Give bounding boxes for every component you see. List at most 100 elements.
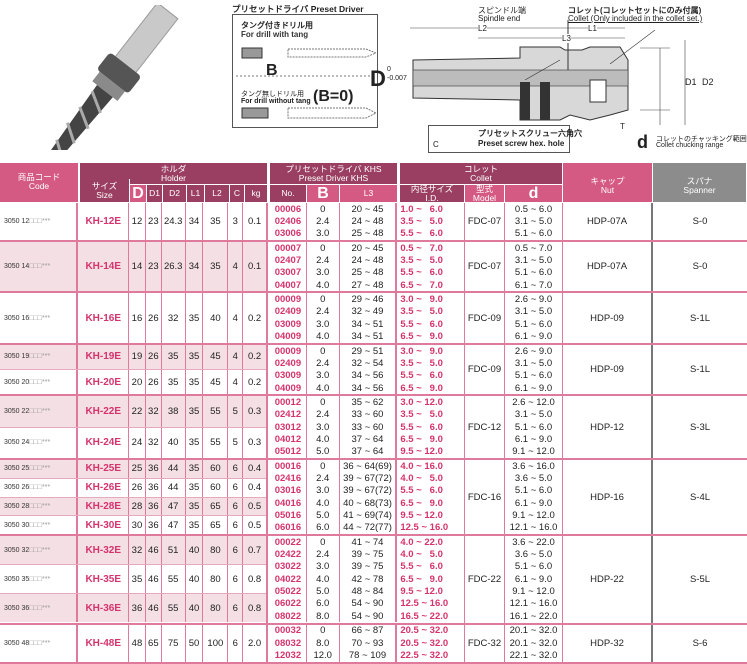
- driver-row[interactable]: 03006 3.0 25 ~ 48 5.5 ~ 6.0: [270, 227, 464, 241]
- holder-size: KH-24E: [78, 427, 130, 458]
- table-row[interactable]: 3050 28 □□□*** KH-28E 28 36 47 35 65 6 0.5: [0, 497, 266, 517]
- driver-b: 8.0: [307, 636, 340, 650]
- holder-l1: 40: [186, 565, 204, 594]
- driver-row[interactable]: 00032 0 66 ~ 87 20.5 ~ 32.0: [270, 624, 464, 637]
- collet-id: 12.5 ~ 16.0: [400, 598, 449, 610]
- driver-row[interactable]: 08032 8.0 70 ~ 93 20.5 ~ 32.0: [270, 636, 464, 650]
- driver-row[interactable]: 00009 0 29 ~ 51 3.0 ~ 9.0: [270, 344, 464, 358]
- table-row[interactable]: 3050 26 □□□*** KH-26E 26 36 44 35 60 6 0.4: [0, 478, 266, 498]
- driver-row[interactable]: 02407 2.4 24 ~ 48 3.5 ~ 5.0: [270, 254, 464, 267]
- table-row[interactable]: 3050 12 □□□*** KH-12E 12 23 24.3 34 35 3 0.1: [0, 203, 266, 241]
- holder-l1: 35: [186, 478, 204, 497]
- table-row[interactable]: 3050 25 □□□*** KH-25E 25 36 44 35 60 6 0.4: [0, 459, 266, 479]
- table-row[interactable]: 3050 16 □□□*** KH-16E 16 26 32 35 40 4 0.2: [0, 293, 266, 343]
- driver-l3: 29 ~ 46: [340, 293, 398, 306]
- holder-d2: 44: [162, 478, 186, 497]
- driver-row[interactable]: 04022 4.0 42 ~ 78 6.5 ~ 9.0: [270, 573, 464, 586]
- header-d1: D1: [147, 185, 163, 203]
- table-row[interactable]: 3050 20 □□□*** KH-20E 20 26 35 35 45 4 0.2: [0, 370, 266, 395]
- code-suffix: □□□***: [29, 378, 51, 386]
- collet-d: 0.5 ~ 6.0: [514, 203, 553, 215]
- spanner-model: S-1L: [689, 312, 711, 324]
- driver-row[interactable]: 03009 3.0 34 ~ 56 5.5 ~ 6.0: [270, 369, 464, 382]
- table-row[interactable]: 3050 36 □□□*** KH-36E 36 46 55 40 80 6 0.8: [0, 594, 266, 623]
- collet-d: 3.6 ~ 22.0: [512, 536, 555, 548]
- collet-model: FDC-09: [465, 293, 505, 343]
- driver-row[interactable]: 08022 8.0 54 ~ 90 16.5 ~ 22.0: [270, 610, 464, 623]
- driver-row[interactable]: 02406 2.4 24 ~ 48 3.5 ~ 5.0: [270, 215, 464, 228]
- driver-row[interactable]: 00009 0 29 ~ 46 3.0 ~ 9.0: [270, 293, 464, 306]
- driver-block: 00007 0 20 ~ 45 0.5 ~ 7.0 02407 2.4 24 ~ 48 3.5…: [270, 242, 465, 292]
- driver-row[interactable]: 02409 2.4 32 ~ 49 3.5 ~ 5.0: [270, 305, 464, 319]
- driver-b: 0: [307, 536, 340, 549]
- driver-b: 4.0: [307, 433, 340, 446]
- holder-l2: 65: [203, 516, 229, 535]
- driver-row[interactable]: 03012 3.0 33 ~ 60 5.5 ~ 6.0: [270, 420, 464, 434]
- driver-l3: 33 ~ 60: [340, 420, 398, 434]
- driver-row[interactable]: 05022 5.0 48 ~ 84 9.5 ~ 12.0: [270, 585, 464, 598]
- code-number: 3050 20: [4, 378, 30, 386]
- driver-b: 4.0: [307, 330, 340, 343]
- holder-size: KH-14E: [78, 242, 130, 292]
- holder-kg: 0.2: [247, 351, 262, 363]
- driver-row[interactable]: 03007 3.0 25 ~ 48 5.5 ~ 6.0: [270, 266, 464, 280]
- header-spanner: スパナ Spanner: [653, 163, 747, 203]
- collet-id: 3.0 ~ 9.0: [400, 345, 443, 357]
- driver-row[interactable]: 00007 0 20 ~ 45 0.5 ~ 7.0: [270, 242, 464, 255]
- header-l3: L3: [340, 185, 398, 203]
- holder-d1: 26: [146, 293, 162, 343]
- spanner-model: S-5L: [689, 573, 711, 585]
- driver-row[interactable]: 00012 0 35 ~ 62 3.0 ~ 12.0: [270, 396, 464, 409]
- holder-c: 6: [228, 565, 244, 594]
- table-row[interactable]: 3050 22 □□□*** KH-22E 22 32 38 35 55 5 0.3: [0, 396, 266, 428]
- driver-row[interactable]: 12032 12.0 78 ~ 109 22.5 ~ 32.0: [270, 649, 464, 662]
- table-row[interactable]: 3050 14 □□□*** KH-14E 14 23 26.3 34 35 4 0.1: [0, 242, 266, 292]
- notang-en-label: For drill without tang: [241, 98, 311, 105]
- driver-row[interactable]: 03016 3.0 39 ~ 67(72) 5.5 ~ 6.0: [270, 484, 464, 497]
- driver-l3: 40 ~ 68(73): [340, 497, 398, 510]
- driver-b: 3.0: [307, 369, 340, 382]
- spanner-model: S-0: [692, 261, 708, 273]
- driver-row[interactable]: 00016 0 36 ~ 64(69) 4.0 ~ 16.0: [270, 459, 464, 473]
- table-row[interactable]: 3050 30 □□□*** KH-30E 30 36 47 35 65 6 0.5: [0, 516, 266, 535]
- collet-d: 16.1 ~ 22.0: [509, 610, 558, 622]
- driver-l3: 36 ~ 64(69): [340, 459, 398, 473]
- table-row[interactable]: 3050 19 □□□*** KH-19E 19 26 35 35 45 4 0.2: [0, 344, 266, 371]
- code-number: 3050 12: [4, 218, 30, 226]
- driver-row[interactable]: 03022 3.0 39 ~ 75 5.5 ~ 6.0: [270, 560, 464, 574]
- table-row[interactable]: 3050 32 □□□*** KH-32E 32 46 51 40 80 6 0.7: [0, 536, 266, 566]
- driver-row[interactable]: 04009 4.0 34 ~ 51 6.5 ~ 9.0: [270, 330, 464, 343]
- collet-d-column: 0.5 ~ 7.0 3.1 ~ 5.0 5.1 ~ 6.0 6.1 ~ 7.0: [505, 242, 563, 292]
- driver-no: 04012: [270, 433, 307, 446]
- driver-row[interactable]: 05012 5.0 37 ~ 64 9.5 ~ 12.0: [270, 445, 464, 458]
- driver-row[interactable]: 02416 2.4 39 ~ 67(72) 4.0 ~ 5.0: [270, 472, 464, 485]
- table-row[interactable]: 3050 24 □□□*** KH-24E 24 32 40 35 55 5 0.3: [0, 427, 266, 458]
- driver-row[interactable]: 04007 4.0 27 ~ 48 6.5 ~ 7.0: [270, 279, 464, 292]
- notang-jp-label: タング無しドリル用: [241, 91, 304, 98]
- driver-row[interactable]: 05016 5.0 41 ~ 69(74) 9.5 ~ 12.0: [270, 509, 464, 522]
- driver-row[interactable]: 02412 2.4 33 ~ 60 3.5 ~ 5.0: [270, 408, 464, 421]
- holder-c: 6: [228, 497, 244, 516]
- table-row[interactable]: 3050 35 □□□*** KH-35E 35 46 55 40 80 6 0.8: [0, 565, 266, 595]
- driver-row[interactable]: 04012 4.0 37 ~ 64 6.5 ~ 9.0: [270, 433, 464, 446]
- driver-row[interactable]: 02409 2.4 32 ~ 54 3.5 ~ 5.0: [270, 357, 464, 370]
- driver-row[interactable]: 06022 6.0 54 ~ 90 12.5 ~ 16.0: [270, 597, 464, 611]
- driver-row[interactable]: 03009 3.0 34 ~ 51 5.5 ~ 6.0: [270, 318, 464, 331]
- driver-row[interactable]: 00022 0 41 ~ 74 4.0 ~ 22.0: [270, 536, 464, 549]
- holder-l1: 35: [186, 293, 204, 343]
- driver-no: 06022: [270, 597, 307, 611]
- driver-row[interactable]: 00006 0 20 ~ 45 1.0 ~ 6.0: [270, 203, 464, 216]
- driver-row[interactable]: 04009 4.0 34 ~ 56 6.5 ~ 9.0: [270, 381, 464, 395]
- collet-d: 5.1 ~ 6.0: [514, 370, 553, 382]
- collet-d: 20.1 ~ 32.0: [509, 637, 558, 649]
- holder-block: 3050 25 □□□*** KH-25E 25 36 44 35 60 6 0.4 3050 26…: [0, 459, 268, 535]
- driver-row[interactable]: 02422 2.4 39 ~ 75 4.0 ~ 5.0: [270, 548, 464, 561]
- driver-row[interactable]: 06016 6.0 44 ~ 72(77) 12.5 ~ 16.0: [270, 521, 464, 535]
- holder-l1: 35: [186, 497, 204, 516]
- d-dimension-label: D: [370, 66, 386, 91]
- driver-row[interactable]: 04016 4.0 40 ~ 68(73) 6.5 ~ 9.0: [270, 497, 464, 510]
- table-row[interactable]: 3050 48 □□□*** KH-48E 48 65 75 50 100 6 2.0: [0, 624, 266, 662]
- holder-d2: 38: [162, 396, 186, 427]
- product-code: 3050 20 □□□***: [0, 370, 79, 395]
- driver-no: 05012: [270, 445, 307, 458]
